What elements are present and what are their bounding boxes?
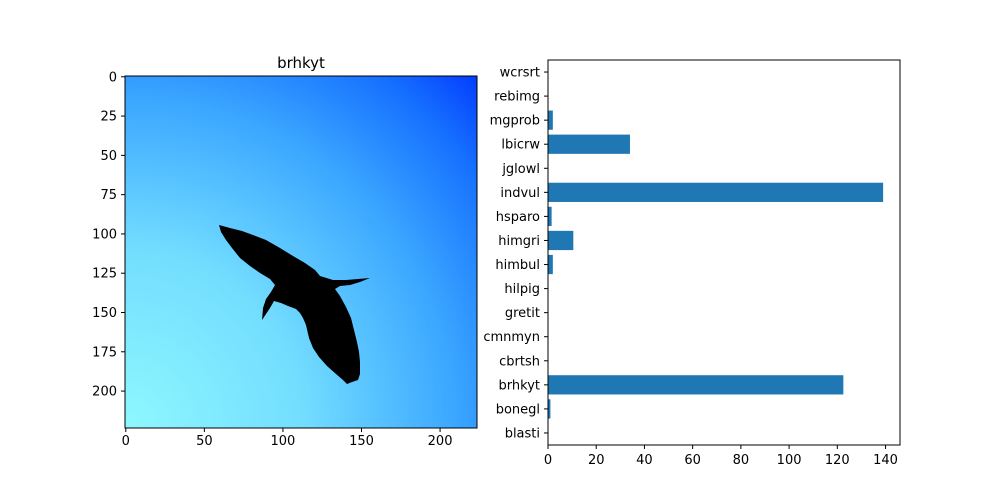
- category-label: bonegl: [496, 402, 540, 417]
- bars: [548, 110, 884, 419]
- image-y-tick-label: 150: [92, 306, 117, 321]
- image-y-tick-label: 175: [92, 345, 117, 360]
- bar-brhkyt: [548, 375, 844, 395]
- bar-x-tick-label: 0: [544, 453, 552, 468]
- bar-x-tick-label: 60: [684, 453, 701, 468]
- category-label: cbrtsh: [499, 354, 540, 369]
- bird-silhouette: [219, 225, 370, 384]
- image-x-tick-label: 50: [196, 434, 213, 449]
- image-y-tick-label: 200: [92, 385, 117, 400]
- category-label: blasti: [505, 426, 540, 441]
- image-x-tick-label: 0: [122, 434, 130, 449]
- category-label: hilpig: [504, 282, 540, 297]
- category-label: himgri: [498, 234, 540, 249]
- image-y-tick-label: 75: [100, 188, 117, 203]
- image-x-tick-label: 150: [349, 434, 374, 449]
- image-y-tick-label: 0: [109, 70, 117, 85]
- bar-lbicrw: [548, 134, 630, 154]
- bar-himbul: [548, 254, 553, 275]
- image-y-ticks: 0 25 50 75 100 125 150 175 200: [92, 70, 125, 400]
- category-label: brhkyt: [499, 378, 540, 393]
- image-x-ticks: 0 50 100 150 200: [122, 428, 453, 449]
- image-y-tick-label: 50: [100, 149, 117, 164]
- category-label: hsparo: [496, 210, 540, 225]
- bar-x-tick-label: 140: [873, 453, 898, 468]
- sky-image: [125, 76, 477, 428]
- bar-chart-panel: 0 20 40 60 80 100 120 140 blasti bonegl brhkyt cbr…: [483, 59, 901, 468]
- bar-indvul: [548, 182, 884, 202]
- bar-chart-frame: [547, 59, 901, 446]
- bar-x-tick-label: 20: [588, 453, 605, 468]
- category-label: himbul: [495, 258, 540, 273]
- category-label: cmnmyn: [483, 330, 540, 345]
- category-label: indvul: [500, 186, 540, 201]
- bar-x-tick-label: 100: [777, 453, 802, 468]
- image-y-tick-label: 25: [100, 110, 117, 125]
- category-label: lbicrw: [501, 138, 540, 153]
- category-label: jglowl: [501, 162, 540, 177]
- bar-x-tick-label: 80: [733, 453, 750, 468]
- category-label: rebimg: [494, 90, 540, 105]
- category-label: gretit: [505, 306, 540, 321]
- image-title: brhkyt: [277, 54, 325, 72]
- image-frame: [124, 75, 478, 429]
- bar-x-tick-label: 120: [825, 453, 850, 468]
- image-y-tick-label: 100: [92, 227, 117, 242]
- bar-category-ticks: blasti bonegl brhkyt cbrtsh cmnmyn gretit hilp…: [483, 66, 548, 441]
- image-y-tick-label: 125: [92, 267, 117, 282]
- bar-himgri: [548, 230, 574, 251]
- image-panel: brhkyt 0 50 100 150 200 0 25 50 75 100 125 150 175 2…: [92, 54, 478, 449]
- bar-x-ticks: 0 20 40 60 80 100 120 140: [544, 445, 898, 468]
- bar-bonegl: [548, 399, 551, 419]
- bar-hsparo: [548, 206, 552, 227]
- bar-x-tick-label: 40: [636, 453, 653, 468]
- category-label: wcrsrt: [500, 66, 540, 81]
- bar-mgprob: [548, 110, 553, 130]
- image-x-tick-label: 100: [271, 434, 296, 449]
- image-x-tick-label: 200: [428, 434, 453, 449]
- category-label: mgprob: [490, 114, 540, 129]
